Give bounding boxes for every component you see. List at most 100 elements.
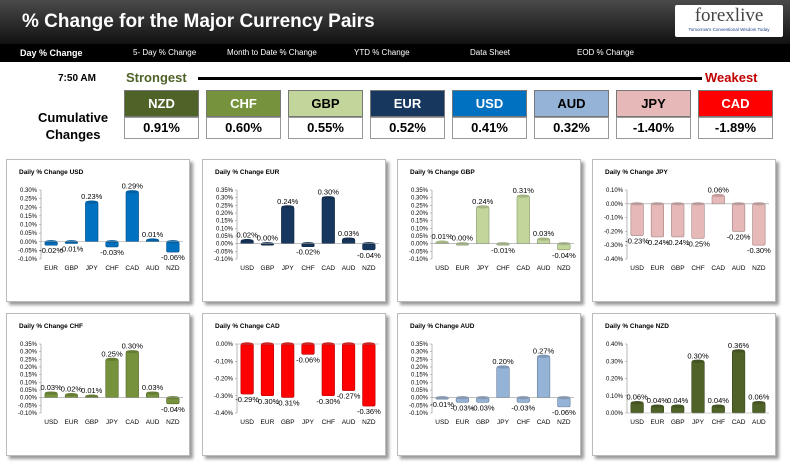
jpy-x-tick-label-gbp: GBP (671, 265, 685, 272)
aud-data-label-usd: -0.01% (430, 400, 454, 409)
cad-x-tick-label-eur: EUR (261, 419, 275, 426)
eur-y-tick-label: 0.15% (216, 219, 234, 225)
aud-y-tick-label: 0.00% (411, 396, 429, 402)
eur-y-tick-label: -0.10% (214, 257, 234, 263)
chf-x-tick-label-usd: USD (44, 419, 58, 426)
timestamp: 7:50 AM (58, 73, 96, 84)
eur-data-label-gbp: 0.00% (257, 234, 279, 243)
chf-y-tick-label: 0.20% (20, 365, 38, 371)
chf-data-label-aud: 0.03% (142, 383, 164, 392)
aud-x-tick-label-cad: CAD (537, 419, 551, 426)
cumulative-changes-label: Cumulative Changes (38, 109, 108, 143)
nav-data-sheet[interactable]: Data Sheet (470, 48, 511, 57)
jpy-data-label-aud: -0.20% (727, 232, 751, 241)
cad-x-tick-label-nzd: NZD (362, 419, 376, 426)
nzd-x-tick-label-eur: EUR (651, 419, 665, 426)
nzd-x-tick-label-cad: CAD (732, 419, 746, 426)
aud-y-tick-label: 0.35% (411, 342, 429, 348)
usd-data-label-cad: 0.29% (122, 182, 144, 191)
usd-y-tick-label: 0.20% (20, 205, 38, 211)
usd-data-label-nzd: -0.06% (161, 253, 185, 262)
cad-x-tick-label-jpy: JPY (302, 419, 315, 426)
eur-chart-title: Daily % Change EUR (215, 169, 280, 176)
aud-y-tick-label: 0.30% (411, 350, 429, 356)
jpy-x-tick-label-eur: EUR (651, 265, 665, 272)
cad-data-label-gbp: -0.31% (276, 398, 300, 407)
chf-x-tick-label-nzd: NZD (166, 419, 180, 426)
aud-y-tick-label: -0.10% (409, 411, 429, 417)
nzd-data-label-eur: 0.04% (647, 396, 669, 405)
nzd-y-tick-label: 0.30% (606, 359, 624, 365)
nzd-x-tick-label-gbp: GBP (671, 419, 685, 426)
nzd-bar-cap-chf (711, 404, 725, 408)
nzd-data-label-gbp: 0.04% (667, 396, 689, 405)
gbp-y-tick-label: 0.10% (411, 226, 429, 232)
cad-x-tick-label-usd: USD (240, 419, 254, 426)
gbp-chart-title: Daily % Change GBP (410, 169, 475, 176)
jpy-y-tick-label: 0.10% (606, 188, 624, 194)
gbp-x-tick-label-aud: AUD (537, 265, 551, 272)
usd-x-tick-label-chf: CHF (105, 265, 118, 272)
chf-x-tick-label-jpy: JPY (106, 419, 119, 426)
gbp-x-tick-label-eur: EUR (456, 265, 470, 272)
jpy-bar-chf (691, 203, 705, 239)
usd-x-tick-label-cad: CAD (125, 265, 139, 272)
aud-y-tick-label: 0.20% (411, 365, 429, 371)
eur-y-tick-label: 0.25% (216, 203, 234, 209)
nav-5-day-change[interactable]: 5- Day % Change (133, 48, 197, 57)
nav-ytd-change[interactable]: YTD % Change (354, 48, 410, 57)
aud-chart-title: Daily % Change AUD (410, 323, 475, 330)
eur-bar-cap-aud (342, 237, 355, 241)
currency-tile-aud: AUD (534, 90, 609, 117)
eur-x-tick-label-jpy: JPY (282, 265, 295, 272)
eur-data-label-usd: 0.02% (237, 231, 259, 240)
usd-y-tick-label: -0.10% (18, 257, 38, 263)
gbp-bar-jpy (476, 206, 490, 244)
usd-y-tick-label: 0.15% (20, 214, 38, 220)
usd-data-label-eur: -0.02% (39, 246, 63, 255)
nzd-y-tick-label: 0.40% (606, 342, 624, 348)
cad-bar-aud (341, 343, 356, 391)
eur-data-label-chf: -0.02% (296, 248, 320, 257)
eur-bar-cap-jpy (281, 205, 295, 209)
chf-y-tick-label: 0.35% (20, 342, 38, 348)
eur-x-tick-label-chf: CHF (301, 265, 314, 272)
forexlive-logo[interactable]: forexlive Tomorrow's Conventional Wisdom… (675, 5, 783, 37)
nav-day-change[interactable]: Day % Change (20, 48, 83, 58)
jpy-y-tick-label: -0.10% (604, 216, 624, 222)
nzd-data-label-usd: 0.06% (627, 393, 649, 402)
chf-data-label-usd: 0.03% (41, 383, 63, 392)
usd-y-tick-label: 0.05% (20, 231, 38, 237)
jpy-x-tick-label-cad: CAD (711, 265, 725, 272)
usd-bar-cap-cad (125, 190, 139, 194)
aud-y-tick-label: 0.10% (411, 380, 429, 386)
usd-chart-title: Daily % Change USD (19, 169, 84, 176)
cad-y-tick-label: -0.10% (214, 359, 234, 365)
cad-data-label-aud: -0.27% (337, 392, 361, 401)
usd-y-tick-label: -0.05% (18, 248, 38, 254)
currency-value-gbp: 0.55% (288, 117, 363, 139)
jpy-data-label-eur: -0.24% (646, 238, 670, 247)
nav-eod-change[interactable]: EOD % Change (577, 48, 634, 57)
chf-y-tick-label: 0.05% (20, 388, 38, 394)
gbp-y-tick-label: 0.20% (411, 211, 429, 217)
usd-x-tick-label-eur: EUR (44, 265, 58, 272)
eur-y-tick-label: 0.05% (216, 234, 234, 240)
chf-y-tick-label: -0.05% (18, 403, 38, 409)
usd-x-tick-label-nzd: NZD (166, 265, 180, 272)
usd-data-label-gbp: -0.01% (60, 244, 84, 253)
gbp-x-tick-label-chf: CHF (496, 265, 509, 272)
chf-bar-jpy (105, 359, 119, 398)
jpy-data-label-cad: 0.06% (708, 186, 730, 195)
currency-value-usd: 0.41% (452, 117, 527, 139)
chf-x-tick-label-cad: CAD (125, 419, 139, 426)
gbp-y-tick-label: 0.30% (411, 196, 429, 202)
chart-panel-chf: Daily % Change CHF 0.35% 0.30% 0.25% 0.20% 0.… (6, 313, 190, 456)
cad-data-label-chf: -0.30% (316, 397, 340, 406)
eur-data-label-aud: 0.03% (338, 229, 360, 238)
eur-bar-jpy (281, 206, 295, 244)
cad-data-label-jpy: -0.06% (296, 355, 320, 364)
weakest-label: Weakest (705, 70, 758, 85)
aud-bar-jpy (496, 366, 510, 398)
nav-month-to-date-change[interactable]: Month to Date % Change (227, 48, 317, 57)
